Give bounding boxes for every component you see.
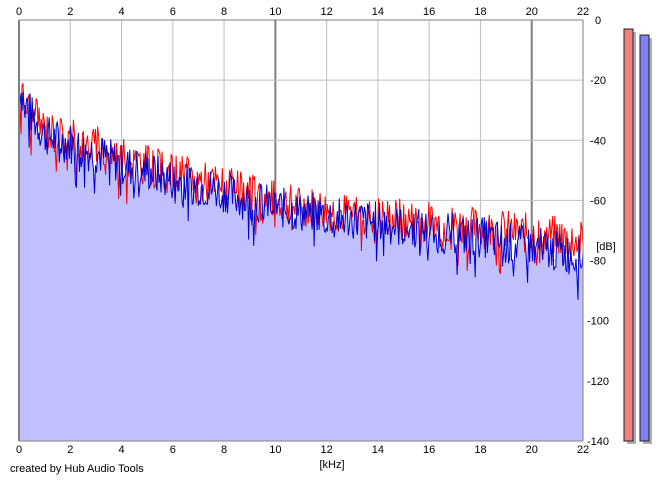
x-tick-label: 18 — [474, 6, 486, 18]
x-tick-label: 14 — [372, 444, 384, 456]
x-tick-label: 22 — [577, 6, 589, 18]
x-tick-label: 10 — [269, 6, 281, 18]
x-tick-labels-top: 0 2 4 6 8 10 12 14 16 18 20 22 — [16, 6, 589, 18]
x-tick-label: 6 — [170, 6, 176, 18]
x-tick-label: 4 — [118, 444, 124, 456]
x-tick-label: 20 — [526, 6, 538, 18]
meter-bar — [623, 28, 634, 442]
credit-text: created by Hub Audio Tools — [10, 463, 144, 475]
series-line-blue — [18, 86, 584, 300]
x-tick-label: 16 — [423, 6, 435, 18]
x-tick-labels-bottom: 0 2 4 6 8 10 12 14 16 18 20 22 — [16, 444, 589, 456]
x-tick-label: 10 — [269, 444, 281, 456]
x-tick-label: 4 — [118, 6, 124, 18]
x-tick-label: 18 — [474, 444, 486, 456]
x-tick-label: 2 — [67, 444, 73, 456]
y-tick-label: -80 — [590, 256, 606, 268]
x-tick-label: 20 — [526, 444, 538, 456]
level-meters — [623, 28, 652, 445]
series-lines — [18, 83, 584, 300]
area-fill — [19, 86, 583, 441]
meter-bar — [639, 34, 650, 442]
x-tick-label: 12 — [321, 444, 333, 456]
y-axis-label: [dB] — [596, 241, 616, 253]
x-tick-label: 8 — [221, 6, 227, 18]
x-tick-label: 22 — [577, 444, 589, 456]
x-tick-label: 0 — [16, 6, 22, 18]
y-tick-label: -100 — [587, 316, 609, 328]
y-tick-label: -140 — [587, 436, 609, 448]
x-tick-label: 8 — [221, 444, 227, 456]
x-axis-label: [kHz] — [319, 459, 344, 471]
spectrum-area — [19, 86, 583, 441]
x-tick-label: 2 — [67, 6, 73, 18]
x-tick-label: 16 — [423, 444, 435, 456]
y-tick-label: -20 — [590, 75, 606, 87]
x-tick-label: 12 — [321, 6, 333, 18]
x-tick-label: 6 — [170, 444, 176, 456]
x-tick-label: 14 — [372, 6, 384, 18]
y-tick-label: -40 — [590, 135, 606, 147]
plot-frame — [18, 19, 584, 442]
x-tick-label: 0 — [16, 444, 22, 456]
y-tick-label: 0 — [595, 15, 601, 27]
y-tick-labels: 0 -20 -40 -60 -80 -100 -120 -140 — [587, 15, 609, 448]
y-tick-label: -60 — [590, 195, 606, 207]
y-tick-label: -120 — [587, 376, 609, 388]
